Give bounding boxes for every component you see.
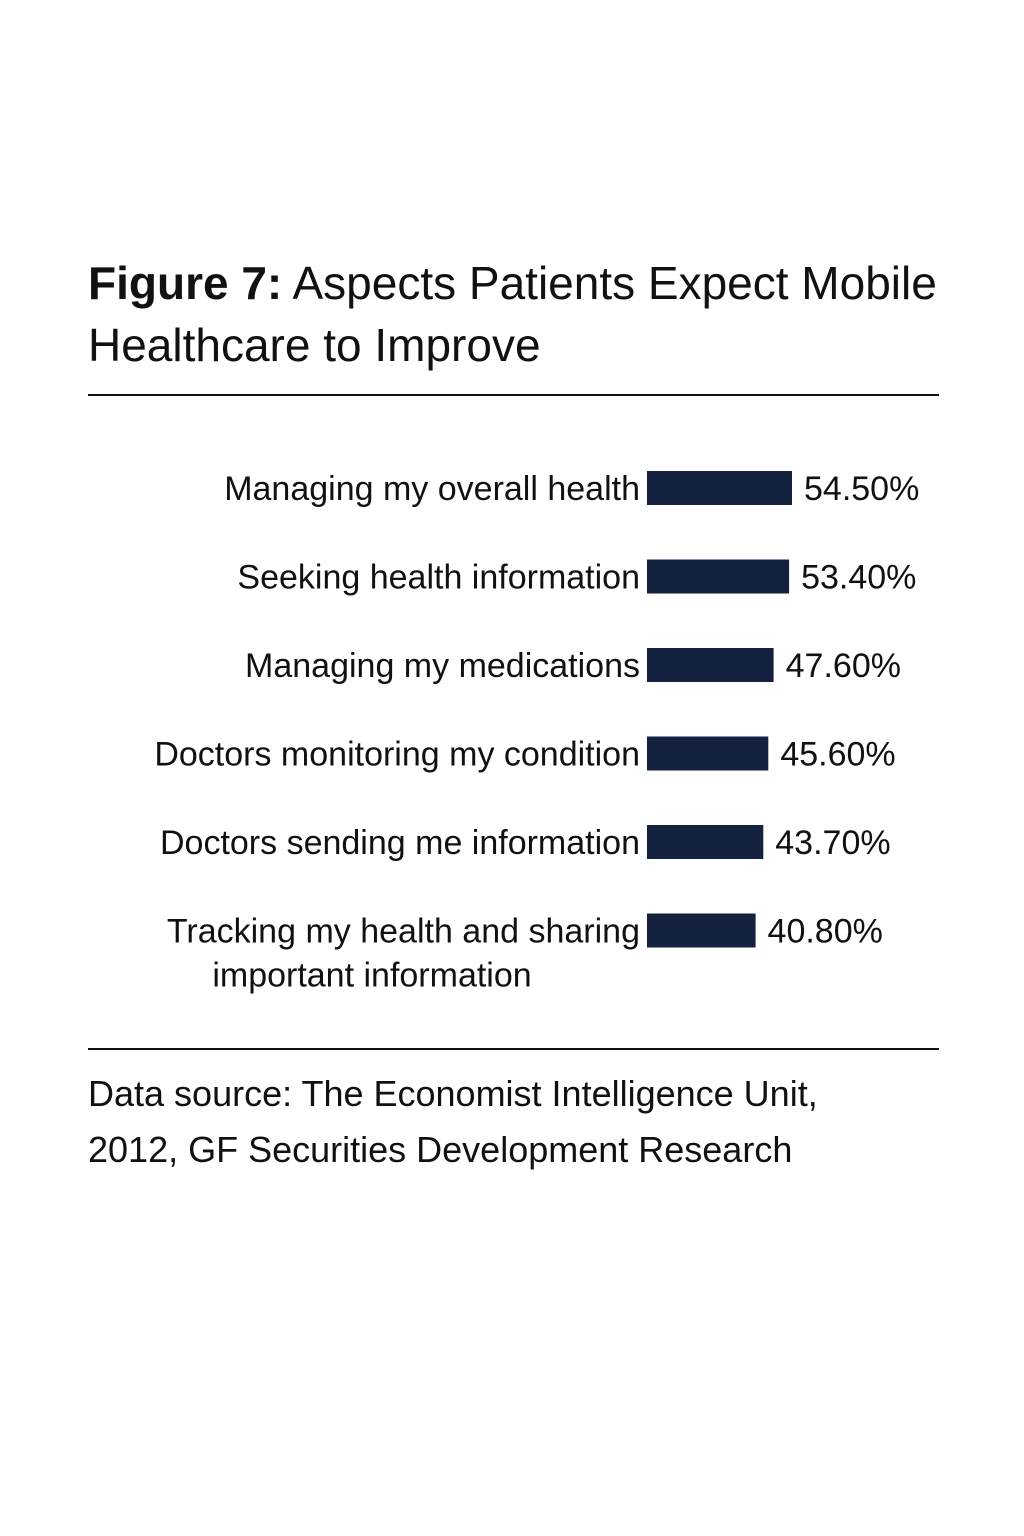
bar-5 xyxy=(647,825,764,859)
category-label-5: Doctors sending me information xyxy=(160,824,640,862)
value-label-1: 54.50% xyxy=(804,470,919,508)
bar-6 xyxy=(647,913,756,948)
category-label-4: Doctors monitoring my condition xyxy=(154,736,640,774)
category-label-3: Managing my medications xyxy=(245,647,640,685)
value-label-6: 40.80% xyxy=(768,913,883,951)
value-label-2: 53.40% xyxy=(801,559,916,597)
data-source-note: Data source: The Economist Intelligence … xyxy=(88,1066,948,1178)
value-label-4: 45.60% xyxy=(780,736,895,774)
bottom-rule xyxy=(88,1048,939,1050)
bar-1 xyxy=(647,471,792,505)
bar-4 xyxy=(647,736,769,771)
category-label-6: Tracking my health and sharing important … xyxy=(167,913,640,995)
source-line-1: Data source: The Economist Intelligence … xyxy=(88,1073,818,1114)
figure-title-text: Aspects Patients Expect Mobile Healthcar… xyxy=(88,257,937,371)
category-label-1: Managing my overall health xyxy=(224,470,640,508)
figure-title: Figure 7: Aspects Patients Expect Mobile… xyxy=(88,252,948,376)
top-rule xyxy=(88,394,939,396)
category-label-2: Seeking health information xyxy=(237,559,640,597)
value-label-5: 43.70% xyxy=(775,824,890,862)
bar-3 xyxy=(647,648,774,682)
figure-label: Figure 7: xyxy=(88,257,283,309)
source-line-2: 2012, GF Securities Development Research xyxy=(88,1129,793,1170)
value-label-3: 47.60% xyxy=(786,647,901,685)
bar-2 xyxy=(647,559,790,594)
